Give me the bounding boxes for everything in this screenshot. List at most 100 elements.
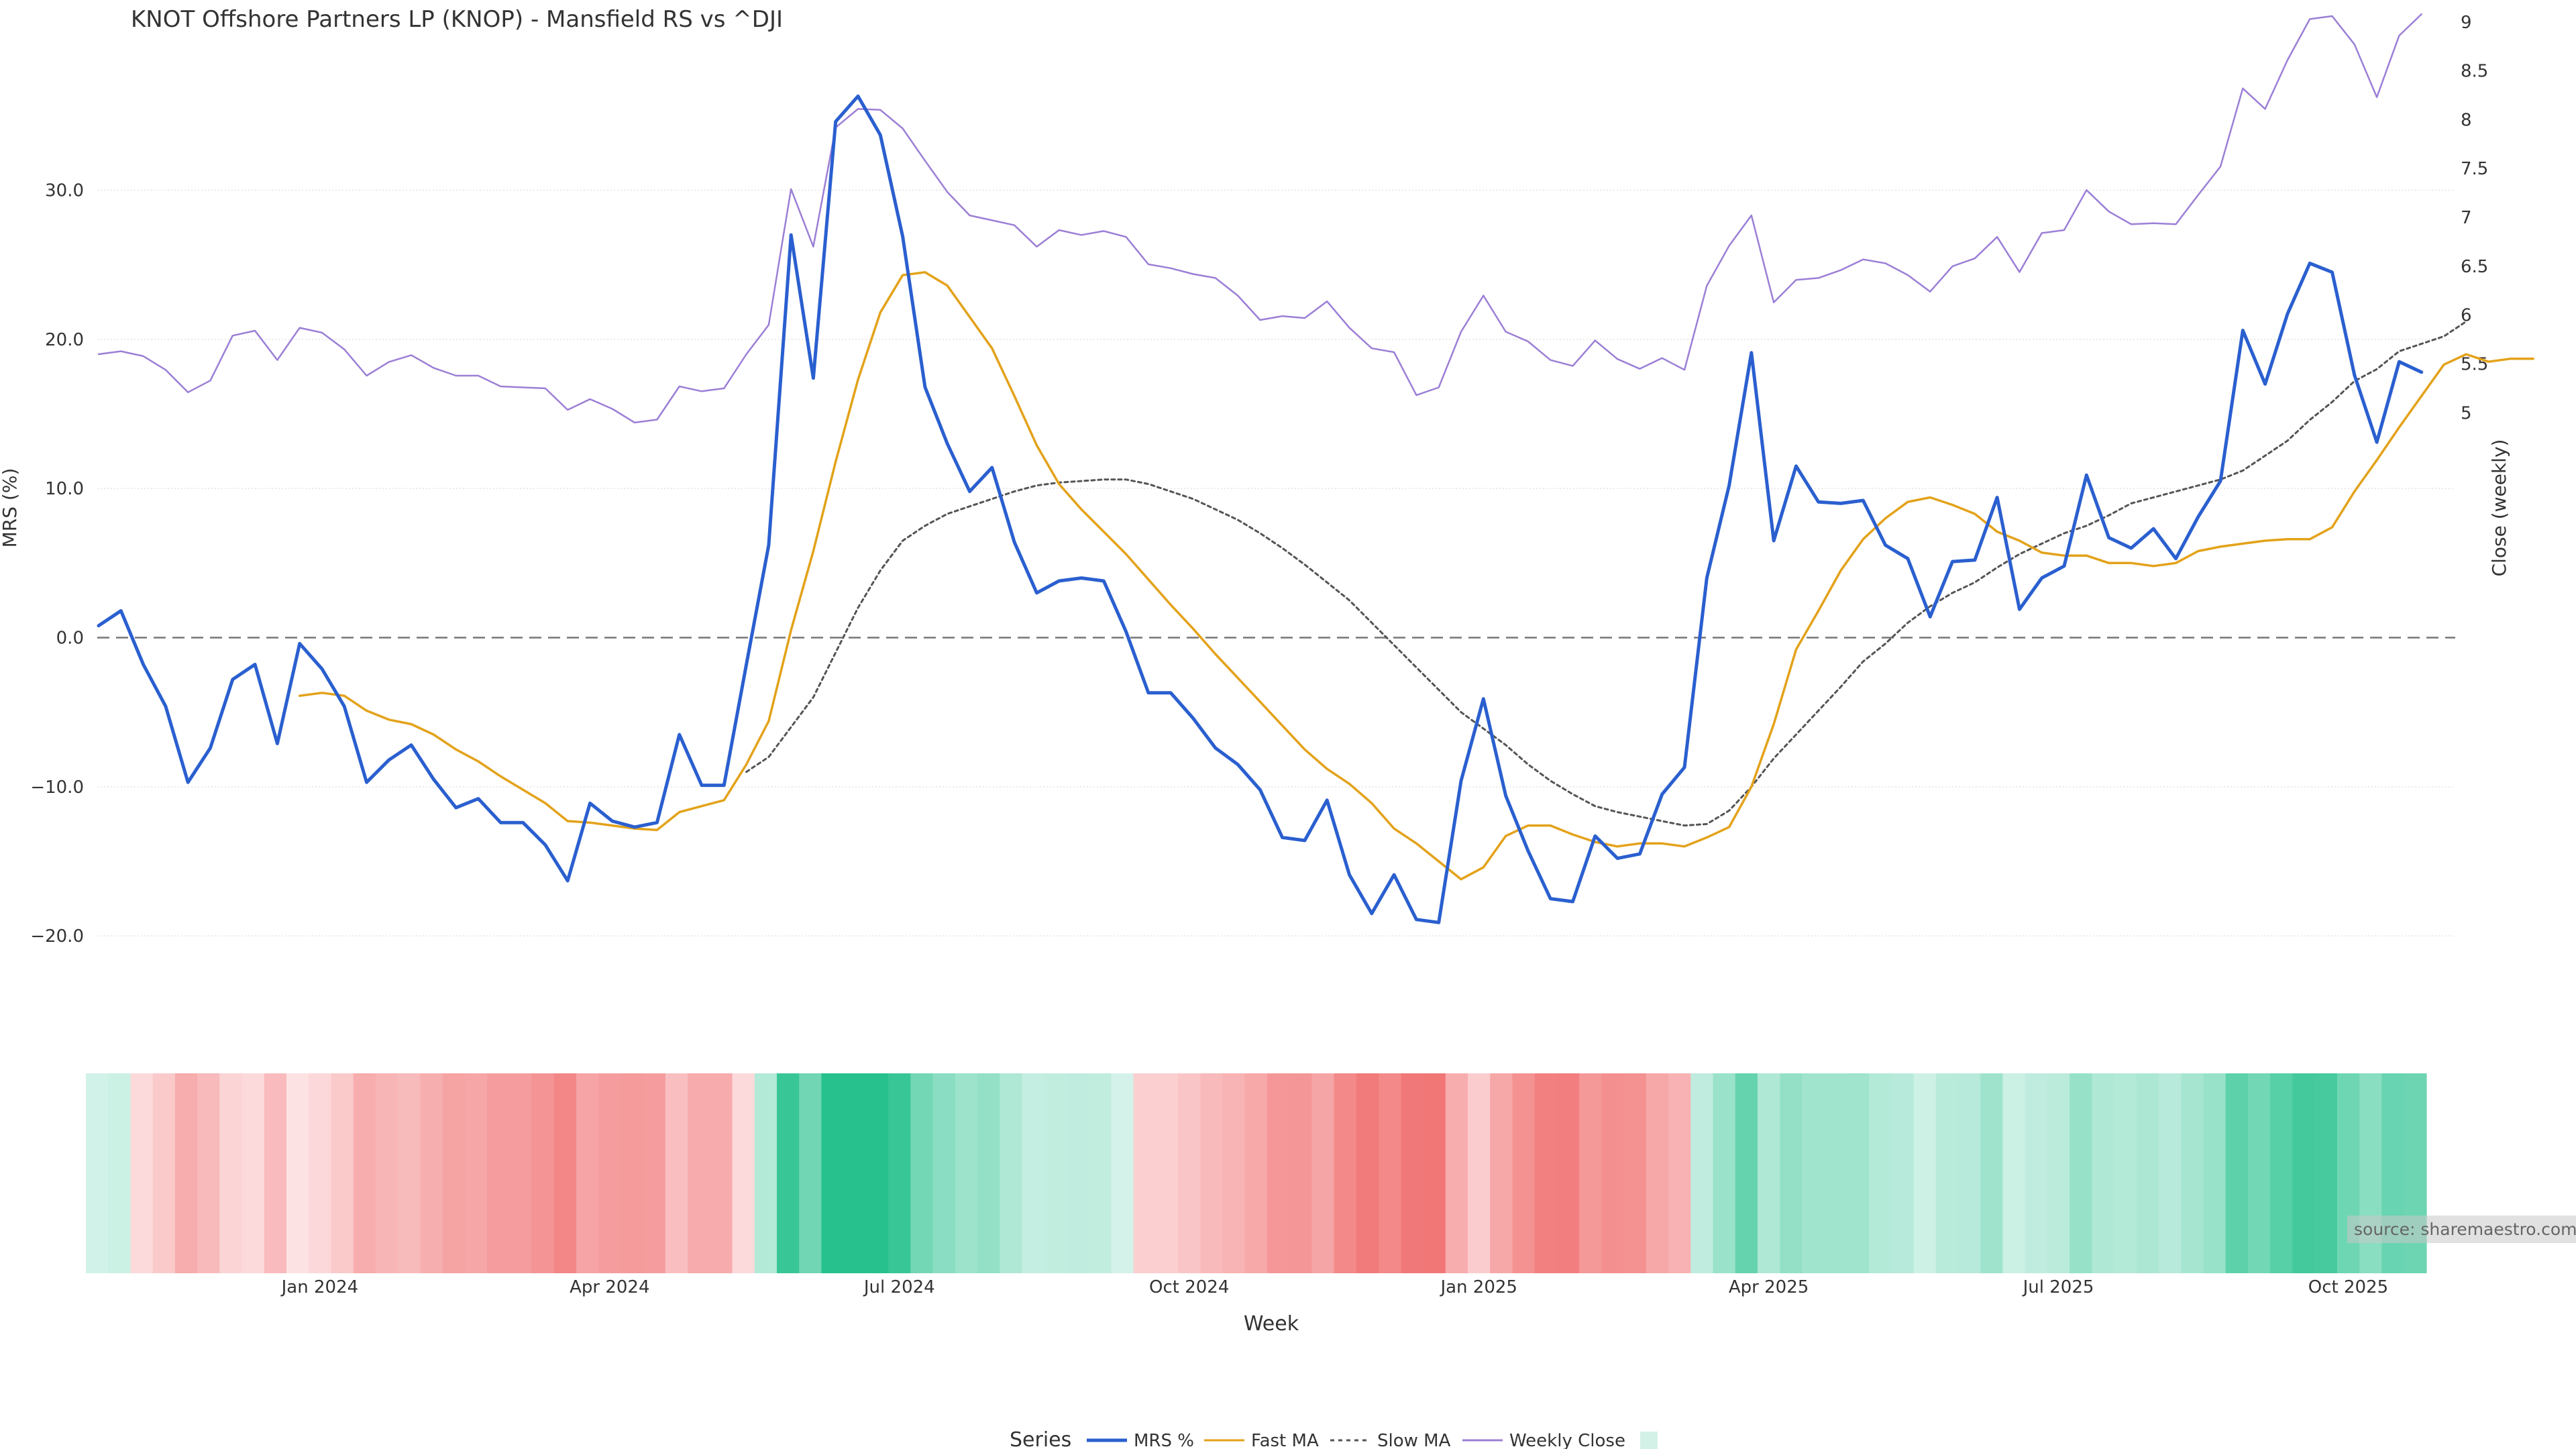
heatmap-cell: [1178, 1073, 1201, 1273]
heatmap-cell: [130, 1073, 154, 1273]
heatmap-cell: [2136, 1073, 2159, 1273]
legend-heatmap-swatch: [1640, 1432, 1658, 1449]
legend-title: Series: [1010, 1428, 1071, 1449]
heatmap-cell: [598, 1073, 622, 1273]
heatmap-cell: [2114, 1073, 2137, 1273]
heatmap-cell: [1423, 1073, 1446, 1273]
heatmap-cell: [1133, 1073, 1157, 1273]
x-tick-label: Jan 2025: [1439, 1277, 1517, 1297]
heatmap-cell: [1022, 1073, 1045, 1273]
heatmap-cell: [1958, 1073, 1982, 1273]
heatmap-cell: [375, 1073, 398, 1273]
heatmap-cell: [1690, 1073, 1714, 1273]
right-tick-label: 7: [2461, 208, 2472, 228]
heatmap-cell: [2025, 1073, 2048, 1273]
heatmap-cell: [1601, 1073, 1625, 1273]
heatmap-cell: [2047, 1073, 2070, 1273]
heatmap-cell: [1512, 1073, 1536, 1273]
heatmap-cell: [576, 1073, 600, 1273]
chart-title: KNOT Offshore Partners LP (KNOP) - Mansf…: [131, 6, 783, 33]
heatmap-cell: [1066, 1073, 1089, 1273]
heatmap-cell: [309, 1073, 332, 1273]
heatmap-cell: [821, 1073, 845, 1273]
heatmap-cell: [1935, 1073, 1959, 1273]
heatmap-cell: [1846, 1073, 1870, 1273]
x-axis-label: Week: [1244, 1312, 1299, 1336]
heatmap-cell: [353, 1073, 376, 1273]
heatmap-cell: [2359, 1073, 2383, 1273]
heatmap-cell: [1334, 1073, 1357, 1273]
heatmap-cell: [732, 1073, 755, 1273]
right-tick-label: 6.5: [2461, 257, 2488, 277]
heatmap-cell: [1401, 1073, 1424, 1273]
heatmap-cell: [688, 1073, 711, 1273]
x-tick-label: Apr 2025: [1729, 1277, 1809, 1297]
heatmap-cell: [1780, 1073, 1803, 1273]
heatmap-cell: [1913, 1073, 1937, 1273]
heatmap-cell: [442, 1073, 466, 1273]
heatmap-cell: [977, 1073, 1001, 1273]
heatmap-cell: [1200, 1073, 1224, 1273]
x-tick-label: Oct 2024: [1149, 1277, 1229, 1297]
heatmap-cell: [1735, 1073, 1758, 1273]
heatmap-cell: [665, 1073, 688, 1273]
heatmap-cell: [398, 1073, 421, 1273]
right-tick-label: 5: [2461, 403, 2472, 423]
heatmap-cell: [1490, 1073, 1513, 1273]
heatmap-cell: [108, 1073, 131, 1273]
series-line-fast-ma: [298, 271, 2534, 881]
right-axis-ticks: 98.587.576.565.55: [2461, 13, 2488, 424]
mrs-heatmap-strip: [86, 1073, 2427, 1273]
heatmap-cell: [286, 1073, 310, 1273]
right-tick-label: 6: [2461, 306, 2472, 326]
legend-label: Slow MA: [1377, 1431, 1451, 1449]
heatmap-cell: [1556, 1073, 1580, 1273]
heatmap-cell: [2092, 1073, 2115, 1273]
heatmap-cell: [509, 1073, 533, 1273]
heatmap-cell: [241, 1073, 265, 1273]
heatmap-cell: [2270, 1073, 2294, 1273]
heatmap-cell: [420, 1073, 443, 1273]
left-tick-label: 10.0: [45, 479, 84, 499]
left-tick-label: 30.0: [45, 181, 84, 201]
right-tick-label: 9: [2461, 13, 2472, 33]
heatmap-cell: [1445, 1073, 1468, 1273]
heatmap-cell: [487, 1073, 511, 1273]
heatmap-cell: [2070, 1073, 2093, 1273]
heatmap-cell: [1244, 1073, 1268, 1273]
left-tick-label: −10.0: [30, 777, 84, 798]
heatmap-cell: [1891, 1073, 1915, 1273]
heatmap-cell: [1379, 1073, 1402, 1273]
heatmap-cell: [1468, 1073, 1491, 1273]
heatmap-cell: [2381, 1073, 2405, 1273]
heatmap-cell: [799, 1073, 822, 1273]
heatmap-cell: [1757, 1073, 1781, 1273]
x-tick-label: Oct 2025: [2308, 1277, 2388, 1297]
left-axis-ticks: 30.0 20.0 10.0 0.0 −10.0 −20.0: [30, 181, 84, 947]
heatmap-cell: [1155, 1073, 1179, 1273]
heatmap-cell: [910, 1073, 934, 1273]
legend: Series MRS % Fast MA Slow MA Weekly Close: [1010, 1428, 1658, 1449]
right-tick-label: 7.5: [2461, 159, 2488, 179]
right-tick-label: 8: [2461, 110, 2472, 130]
source-badge: source: sharemaestro.com: [2347, 1216, 2576, 1243]
heatmap-cell: [1311, 1073, 1335, 1273]
heatmap-cell: [1668, 1073, 1692, 1273]
heatmap-cell: [888, 1073, 912, 1273]
series-line-mrs: [97, 94, 2424, 924]
heatmap-cell: [2225, 1073, 2249, 1273]
heatmap-cell: [643, 1073, 666, 1273]
left-tick-label: 0.0: [56, 629, 84, 649]
x-tick-label: Jan 2024: [280, 1277, 359, 1297]
heatmap-cell: [2314, 1073, 2338, 1273]
heatmap-cell: [331, 1073, 354, 1273]
x-axis-ticks: Jan 2024 Apr 2024 Jul 2024 Oct 2024 Jan 2025…: [280, 1277, 2389, 1297]
y-axis-label-left: MRS (%): [0, 468, 21, 548]
heatmap-cell: [955, 1073, 978, 1273]
heatmap-cell: [264, 1073, 287, 1273]
heatmap-cell: [1534, 1073, 1558, 1273]
heatmap-cell: [174, 1073, 198, 1273]
heatmap-cell: [2181, 1073, 2204, 1273]
x-tick-label: Jul 2025: [2022, 1277, 2094, 1297]
